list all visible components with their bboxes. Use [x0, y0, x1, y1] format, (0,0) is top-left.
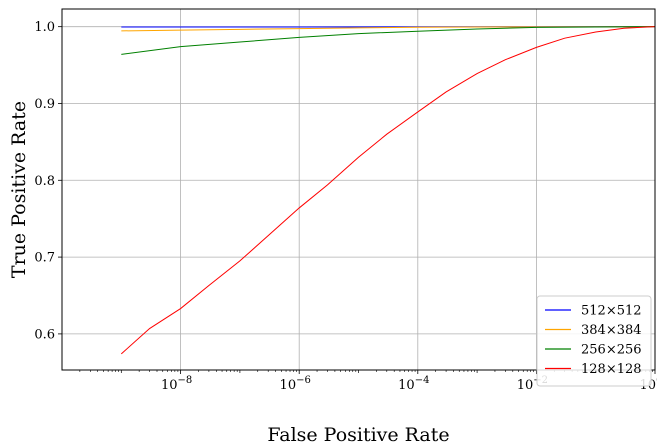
- x-tick-base: 10: [161, 378, 178, 393]
- x-tick-base: 10: [517, 378, 534, 393]
- x-tick-exponent: −6: [296, 375, 311, 386]
- legend-label: 512×512: [581, 304, 642, 319]
- y-tick-label: 1.0: [34, 20, 55, 35]
- x-tick-label: 10−8: [161, 375, 192, 393]
- y-tick-label: 0.6: [34, 327, 55, 342]
- x-tick-base: 10: [398, 378, 415, 393]
- y-axis-ticks: 0.6 0.7 0.8 0.9 1.0: [34, 20, 62, 342]
- x-tick-exponent: −8: [177, 375, 192, 386]
- x-tick-label: 10−4: [398, 375, 429, 393]
- y-tick-label: 0.7: [34, 251, 55, 266]
- legend-box: [536, 295, 652, 387]
- x-axis-label: False Positive Rate: [267, 424, 449, 445]
- x-tick-exponent: −4: [415, 375, 430, 386]
- plot-series: [120, 26, 656, 355]
- y-tick-label: 0.9: [34, 97, 55, 112]
- x-tick-label: 10−6: [280, 375, 311, 393]
- legend-label: 128×128: [581, 362, 642, 377]
- series-line: [120, 26, 656, 355]
- series-line: [121, 26, 656, 55]
- legend-label: 384×384: [581, 323, 642, 338]
- y-tick-label: 0.8: [34, 174, 55, 189]
- legend-label: 256×256: [581, 343, 642, 358]
- legend: 512×512 384×384 256×256 128×128: [536, 295, 652, 387]
- x-tick-base: 10: [280, 378, 297, 393]
- y-axis-label: True Positive Rate: [8, 101, 30, 278]
